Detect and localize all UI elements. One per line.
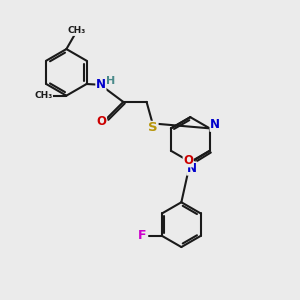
Text: CH₃: CH₃ <box>68 26 86 35</box>
Text: H: H <box>106 76 115 86</box>
Text: O: O <box>97 115 106 128</box>
Text: N: N <box>187 162 197 175</box>
Text: N: N <box>210 118 220 131</box>
Text: O: O <box>183 154 193 167</box>
Text: N: N <box>96 78 106 92</box>
Text: CH₃: CH₃ <box>34 91 52 100</box>
Text: S: S <box>148 122 158 134</box>
Text: F: F <box>138 230 146 242</box>
